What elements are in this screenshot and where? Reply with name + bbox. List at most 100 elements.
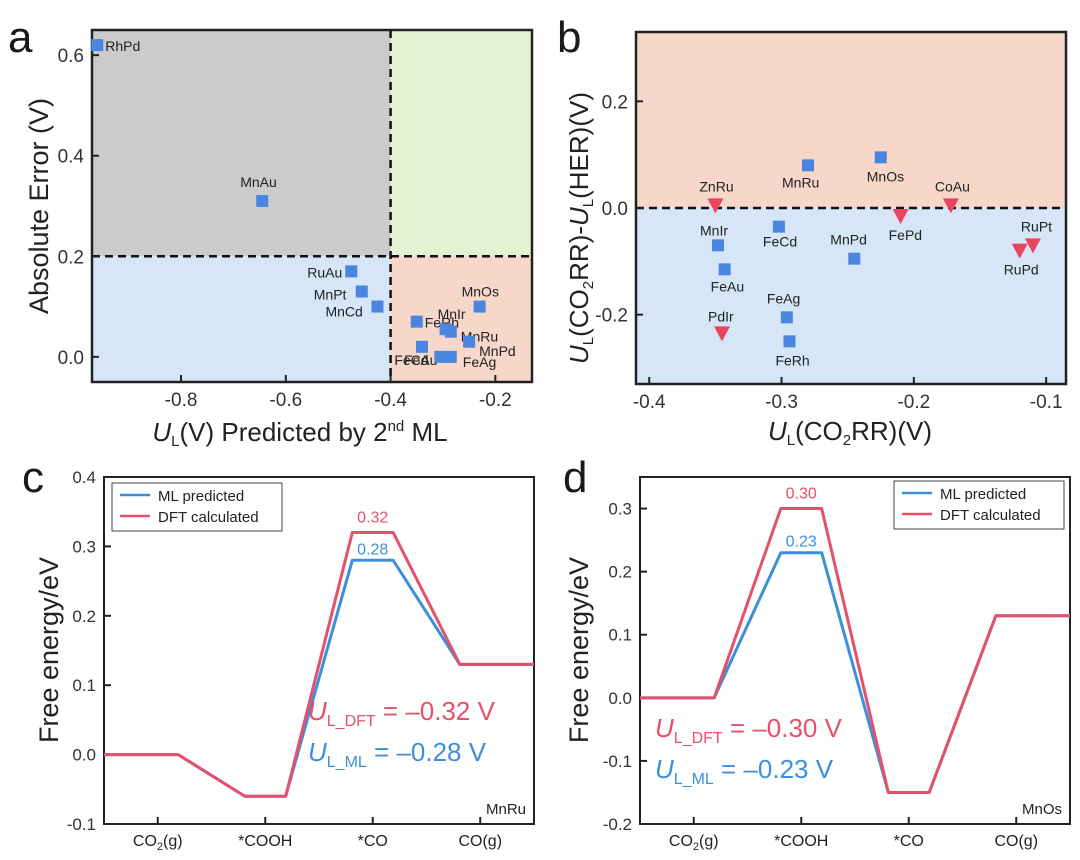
panel-c-y-tick-label: 0.4: [72, 468, 96, 487]
panel-a-y-tick-label: 0.0: [58, 348, 84, 369]
panel-c-y-axis-title: Free energy/eV: [34, 557, 64, 743]
panel-d-category-label: CO(g): [994, 833, 1038, 850]
panel-c-y-tick-label: 0.3: [72, 537, 96, 556]
panel-c-series-dft: [104, 531, 534, 798]
panel-a-point-label: FeAg: [463, 354, 496, 370]
panel-b-y-tick-label: 0.0: [602, 199, 628, 220]
panel-d-category-label: *COOH: [774, 833, 828, 850]
panel-a-point-label: MnIr: [438, 306, 466, 322]
panel-d-system-tag: MnOs: [1022, 801, 1062, 818]
panel-b-y-tick-label: -0.2: [595, 306, 628, 327]
panel-d-y-tick-label: -0.2: [603, 815, 632, 834]
panel-b-triangle-rupd: [1011, 243, 1028, 259]
panel-a-x-axis-title-rest: (V) Predicted by 2: [180, 417, 388, 447]
panel-b-square-label: FeRh: [775, 352, 809, 368]
panel-a-point-fecd: [434, 350, 447, 363]
panel-b-x-tick-label: -0.4: [633, 392, 666, 413]
panel-a-point-label: MnAu: [240, 174, 277, 190]
panel-a-region-lower-left: [92, 256, 391, 382]
panel-d-category-label: CO2(g): [669, 833, 719, 853]
panel-d-label: d: [563, 453, 587, 502]
panel-b-triangle-label: CoAu: [935, 178, 970, 194]
panel-b-region-upper: [636, 32, 1066, 208]
panel-b-triangle-label: ZnRu: [699, 178, 733, 194]
panel-b-triangle-label: RuPd: [1004, 262, 1039, 278]
panel-d-category-label: *CO: [894, 833, 924, 850]
panel-a-point-mnpd: [463, 335, 476, 348]
panel-d-y-tick-label: 0.1: [608, 626, 632, 645]
panel-b-label: b: [557, 13, 581, 62]
panel-b-triangle-label: PdIr: [708, 308, 734, 324]
panel-c-legend-entry: DFT calculated: [158, 509, 259, 526]
panel-b-triangle-coau: [942, 198, 959, 214]
panel-b-square-mnru: [802, 159, 814, 172]
panel-a-region-upper-left: [92, 30, 391, 257]
panel-b-square-label: MnOs: [867, 168, 904, 184]
panel-d-y-tick-label: 0.2: [608, 563, 632, 582]
panel-c-ml-peak-value: 0.28: [357, 541, 388, 558]
panel-a-x-axis-title-u: U: [152, 417, 171, 447]
panel-a-x-axis-title-sub: L: [171, 433, 179, 450]
panel-b-square-ferh: [783, 335, 796, 348]
panel-a-x-tick-label: -0.6: [269, 390, 302, 411]
panel-a-point-mncd: [371, 300, 384, 313]
panel-a-label: a: [8, 13, 33, 62]
panel-a-point-rhpd: [91, 39, 104, 52]
panel-d-dft-limiting-potential: UL_DFT = –0.30 V: [655, 713, 843, 747]
panel-a-point-mnos: [473, 300, 486, 313]
panel-a-region-upper-right: [390, 30, 532, 257]
panel-c-label: c: [22, 453, 44, 502]
panel-c-dft-limiting-potential: UL_DFT = –0.32 V: [308, 696, 496, 730]
panel-b-triangle-znru: [707, 198, 724, 214]
panel-c-category-label: *COOH: [238, 833, 292, 850]
panel-b-square-feau: [718, 263, 731, 276]
panel-c-y-tick-label: -0.1: [67, 815, 96, 834]
panel-a-y-tick-label: 0.4: [58, 147, 85, 168]
panel-d-ml-peak-value: 0.23: [786, 534, 817, 551]
panel-a-x-tick-label: -0.8: [165, 390, 198, 411]
panel-a-point-label: MnOs: [462, 284, 499, 300]
panel-b-triangle-rupt: [1024, 238, 1041, 254]
panel-d-y-tick-label: 0.0: [608, 689, 632, 708]
panel-b-triangle-label: FePd: [889, 227, 922, 243]
panel-c-legend-entry: ML predicted: [158, 488, 244, 505]
panel-b-x-tick-label: -0.1: [1030, 392, 1063, 413]
panel-d-series-dft: [640, 507, 1070, 794]
panel-c-ml-limiting-potential: UL_ML = –0.28 V: [308, 737, 487, 771]
panel-c-y-tick-label: 0.1: [72, 676, 96, 695]
panel-c-dft-peak-value: 0.32: [357, 510, 388, 527]
panel-d-legend-entry: ML predicted: [940, 486, 1026, 503]
panel-a: a -0.8 -0.6 -0.4 -0.2 0.0 0.2 0.4 0.6 RhPd MnAu R…: [8, 13, 534, 450]
panel-c-legend: ML predicted DFT calculated: [111, 482, 283, 532]
panel-b-region-lower: [636, 208, 1066, 384]
panel-d-legend-box: [893, 480, 1065, 530]
panel-b-square-label: FeAu: [711, 278, 744, 294]
panel-b-square-feag: [780, 311, 793, 324]
panel-b-square-label: MnRu: [782, 174, 819, 190]
panel-c-legend-box: [111, 482, 283, 532]
panel-d-dft-peak-value: 0.30: [786, 486, 817, 503]
panel-b-square-mnos: [874, 151, 887, 164]
panel-d-y-axis-title: Free energy/eV: [564, 557, 594, 743]
panel-a-point-ferh: [410, 315, 423, 328]
panel-a-x-axis-title: UL(V) Predicted by 2nd ML: [152, 417, 447, 450]
panel-c-category-label: CO(g): [458, 833, 502, 850]
panel-b-y-axis-title: UL(CO2RR)-UL(HER)(V): [564, 92, 597, 364]
panel-d-ml-limiting-potential: UL_ML = –0.23 V: [655, 754, 834, 788]
panel-a-point-ruau: [345, 265, 358, 278]
panel-c-category-label: *CO: [358, 833, 388, 850]
panel-a-x-tick-label: -0.2: [479, 390, 512, 411]
panel-b: b -0.4 -0.3 -0.2 -0.1 -0.2 0.0 0.2 MnRu MnOs MnI…: [557, 13, 1068, 449]
panel-d-legend-entry: DFT calculated: [940, 507, 1041, 524]
panel-a-point-label: FeCd: [394, 352, 428, 368]
panel-b-x-tick-label: -0.2: [897, 392, 930, 413]
panel-a-frame: [90, 28, 534, 384]
panel-a-point-feau: [416, 340, 428, 353]
panel-a-x-axis-title-end: ML: [404, 417, 447, 447]
panel-a-point-feag: [444, 350, 457, 363]
panel-d-y-tick-label: 0.3: [608, 500, 632, 519]
panel-b-triangle-label: RuPt: [1021, 218, 1052, 234]
panel-d-y-tick-label: -0.1: [603, 752, 632, 771]
panel-a-x-tick-label: -0.4: [374, 390, 407, 411]
